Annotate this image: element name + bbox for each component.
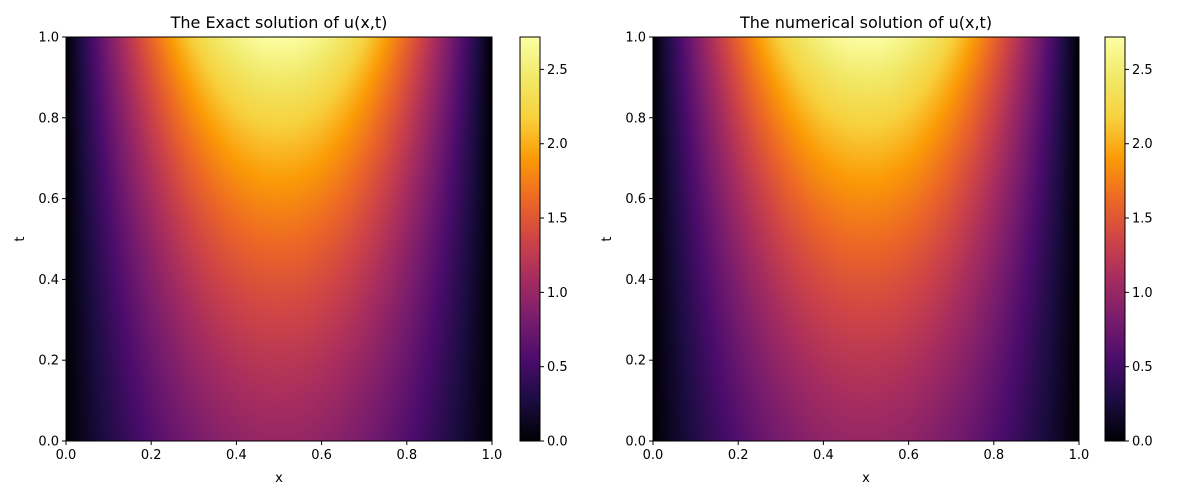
- x-tick-label: 0.4: [226, 448, 247, 463]
- colorbar-tick-label: 2.0: [1132, 137, 1153, 152]
- y-tick-label: 0.4: [38, 273, 59, 288]
- x-tick-label: 0.4: [813, 448, 834, 463]
- x-tick-label: 0.8: [396, 448, 417, 463]
- x-axis-numerical: 0.0 0.2 0.4 0.6 0.8 1.0: [643, 441, 1090, 463]
- colorbar-tick-label: 1.5: [1132, 212, 1153, 227]
- colorbar-tick-label: 1.0: [547, 286, 568, 301]
- y-axis-label: t: [13, 236, 28, 241]
- x-axis-exact: 0.0 0.2 0.4 0.6 0.8 1.0: [56, 441, 503, 463]
- heatmap-exact: [65, 36, 493, 442]
- colorbar-tick-label: 2.0: [547, 137, 568, 152]
- x-tick-label: 0.6: [898, 448, 919, 463]
- y-tick-label: 0.0: [625, 435, 646, 450]
- heatmap-image: [653, 37, 1079, 441]
- plot-frame: [65, 36, 493, 442]
- y-tick-label: 0.8: [625, 111, 646, 126]
- y-axis-label: t: [600, 236, 615, 241]
- y-axis-numerical: 0.0 0.2 0.4 0.6 0.8 1.0: [625, 31, 653, 450]
- colorbar-tick-label: 0.5: [547, 360, 568, 375]
- x-tick-label: 1.0: [1069, 448, 1090, 463]
- colorbar-exact: 0.0 0.5 1.0 1.5 2.0 2.5: [519, 36, 568, 450]
- chart-title: The Exact solution of u(x,t): [170, 13, 388, 32]
- x-axis-label: x: [862, 471, 870, 486]
- colorbar-tick-label: 1.5: [547, 212, 568, 227]
- panel-exact: The Exact solution of u(x,t) 0.0 0.2 0.4 0.…: [13, 13, 568, 486]
- colorbar-tick-label: 0.5: [1132, 360, 1153, 375]
- heatmap-numerical: [652, 36, 1080, 442]
- y-tick-label: 0.6: [625, 192, 646, 207]
- x-tick-label: 0.8: [983, 448, 1004, 463]
- colorbar-gradient: [1104, 36, 1126, 442]
- chart-title: The numerical solution of u(x,t): [739, 13, 992, 32]
- x-tick-label: 1.0: [482, 448, 503, 463]
- heatmap-image: [66, 37, 492, 441]
- y-tick-label: 1.0: [38, 31, 59, 46]
- y-tick-label: 0.4: [625, 273, 646, 288]
- x-axis-label: x: [275, 471, 283, 486]
- colorbar-numerical: 0.0 0.5 1.0 1.5 2.0 2.5: [1104, 36, 1153, 450]
- colorbar-tick-label: 2.5: [547, 63, 568, 78]
- x-tick-label: 0.2: [141, 448, 162, 463]
- x-tick-label: 0.0: [56, 448, 77, 463]
- y-tick-label: 0.8: [38, 111, 59, 126]
- y-tick-label: 1.0: [625, 31, 646, 46]
- plot-frame: [652, 36, 1080, 442]
- colorbar-gradient: [519, 36, 541, 442]
- y-tick-label: 0.0: [38, 435, 59, 450]
- y-tick-label: 0.2: [38, 354, 59, 369]
- y-axis-exact: 0.0 0.2 0.4 0.6 0.8 1.0: [38, 31, 66, 450]
- y-tick-label: 0.6: [38, 192, 59, 207]
- panel-numerical: The numerical solution of u(x,t) 0.0 0.2 0…: [600, 13, 1153, 486]
- x-tick-label: 0.0: [643, 448, 664, 463]
- colorbar-tick-label: 1.0: [1132, 286, 1153, 301]
- colorbar-tick-label: 0.0: [1132, 435, 1153, 450]
- x-tick-label: 0.6: [311, 448, 332, 463]
- y-tick-label: 0.2: [625, 354, 646, 369]
- x-tick-label: 0.2: [728, 448, 749, 463]
- colorbar-tick-label: 2.5: [1132, 63, 1153, 78]
- colorbar-tick-label: 0.0: [547, 435, 568, 450]
